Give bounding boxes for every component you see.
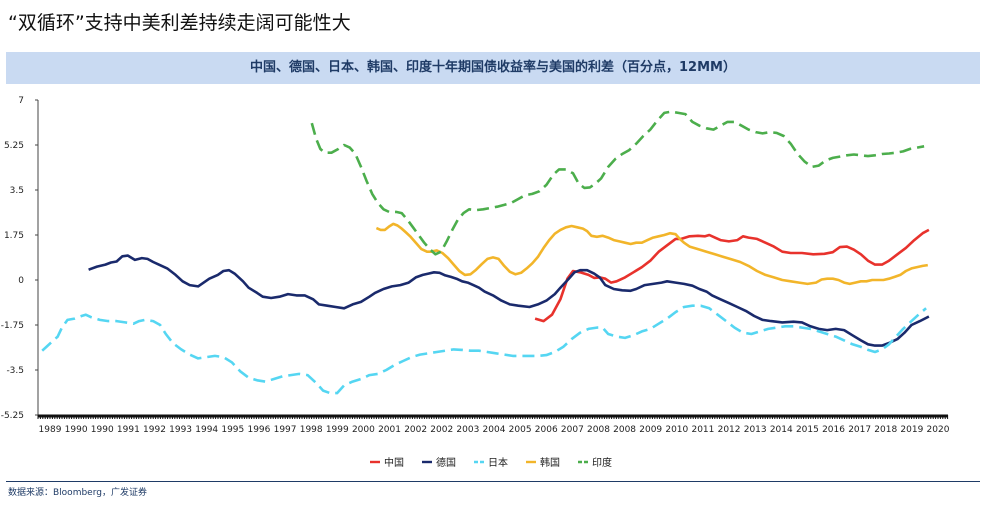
y-tick-label: 3.5 [10,186,24,196]
source-note: 数据来源：Bloomberg，广发证券 [8,488,147,498]
x-tick-label: 2006 [535,425,558,435]
x-tick-label: 2007 [561,425,584,435]
legend-label: 印度 [592,456,612,469]
x-tick-label: 2009 [639,425,662,435]
y-tick-label: -5.25 [1,411,24,421]
y-tick-label: 5.25 [4,141,24,151]
x-tick-label: 2019 [900,425,923,435]
x-tick-label: 2000 [352,425,375,435]
series-line [88,254,930,347]
legend-label: 中国 [384,456,404,469]
x-tick-label: 2008 [587,425,610,435]
y-tick-label: 1.75 [4,231,24,241]
series-line [41,304,927,395]
x-tick-label: 1998 [300,425,323,435]
x-tick-label: 2010 [665,425,688,435]
x-tick-label: 2008 [613,425,636,435]
y-tick-label: 7 [18,96,24,106]
x-tick-label: 1996 [247,425,270,435]
x-tick-label: 2004 [483,425,506,435]
x-tick-label: 1990 [65,425,88,435]
x-tick-label: 2002 [404,425,427,435]
x-tick-label: 1992 [143,425,166,435]
x-tick-label: 2001 [378,425,401,435]
x-tick-label: 1995 [221,425,244,435]
x-tick-label: 2017 [848,425,871,435]
y-tick-label: 0 [18,276,24,286]
x-tick-label: 1994 [195,425,218,435]
y-tick-label: -3.5 [6,366,24,376]
legend-label: 日本 [488,456,508,469]
chart-title: 中国、德国、日本、韩国、印度十年期国债收益率与美国的利差（百分点，12MM） [250,60,736,75]
x-tick-label: 2015 [796,425,819,435]
x-tick-label: 2016 [822,425,845,435]
x-tick-label: 2012 [718,425,741,435]
page-title: “双循环”支持中美利差持续走阔可能性大 [8,12,351,34]
x-tick-label: 1999 [326,425,349,435]
source-divider [6,481,980,482]
x-tick-label: 2014 [770,425,793,435]
x-tick-label: 2018 [874,425,897,435]
x-tick-label: 1991 [117,425,140,435]
series-line [534,228,930,323]
x-tick-label: 2003 [456,425,479,435]
series-line [375,222,929,286]
series-line [310,110,925,256]
chart-title-bar: 中国、德国、日本、韩国、印度十年期国债收益率与美国的利差（百分点，12MM） [6,52,980,84]
y-tick-label: -1.75 [1,321,24,331]
x-tick-label: 2013 [744,425,767,435]
x-tick-label: 2002 [430,425,453,435]
x-tick-label: 1990 [91,425,114,435]
legend-label: 德国 [436,456,456,469]
x-tick-label: 1997 [274,425,297,435]
x-tick-label: 2020 [927,425,950,435]
x-tick-label: 1993 [169,425,192,435]
x-tick-label: 2011 [691,425,714,435]
x-tick-label: 1989 [39,425,62,435]
legend-label: 韩国 [540,456,560,469]
x-tick-label: 2005 [509,425,532,435]
